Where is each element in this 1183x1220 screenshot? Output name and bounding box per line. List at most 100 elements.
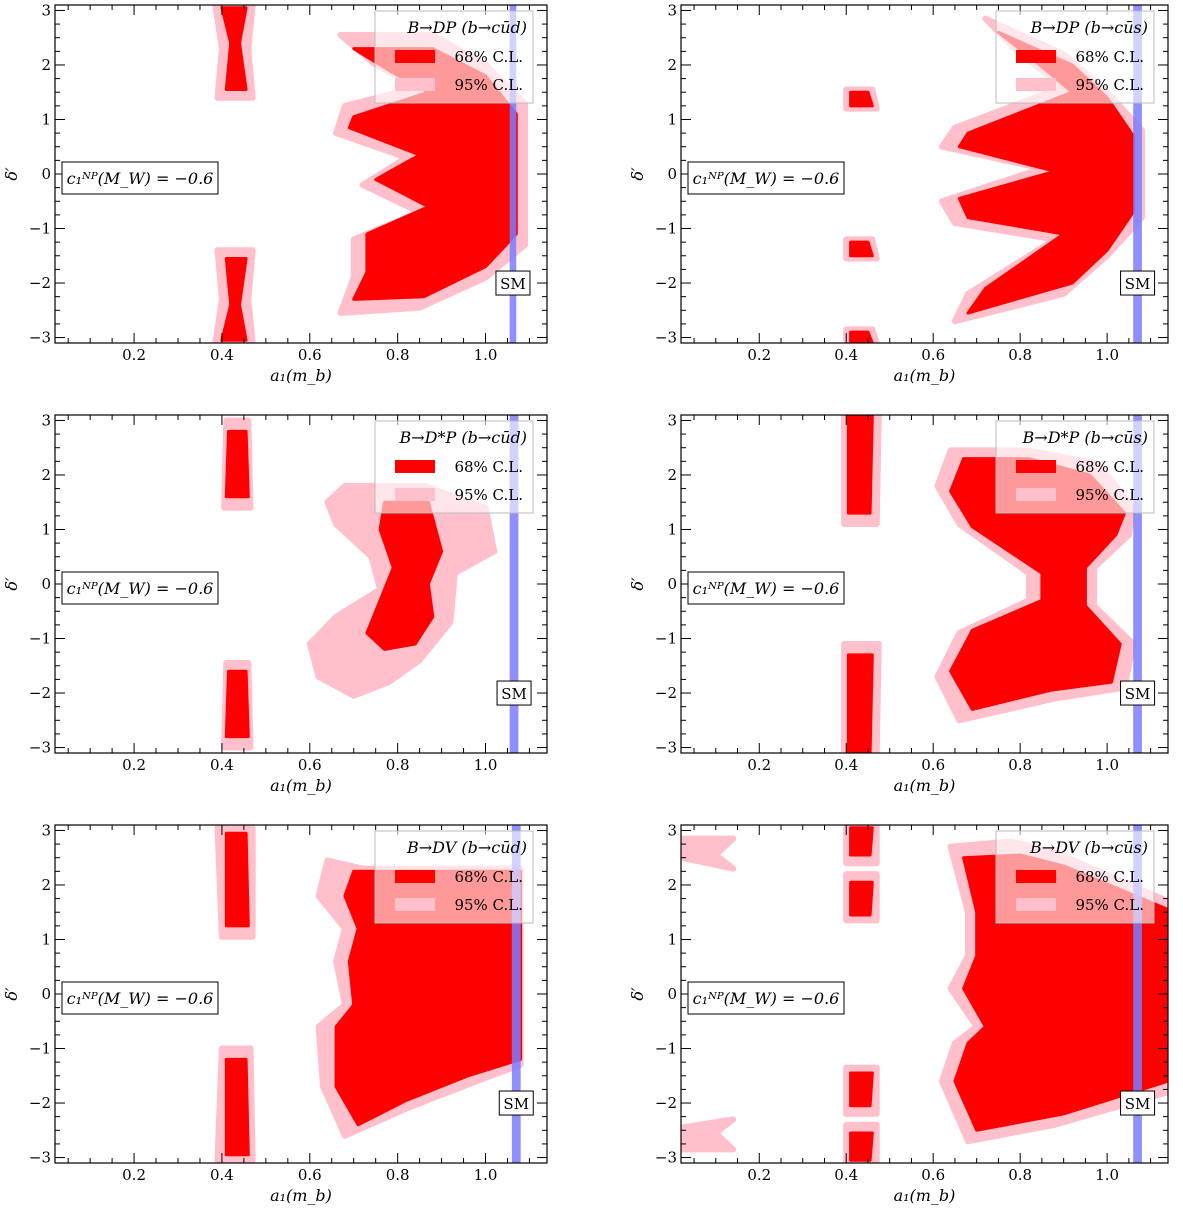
cl-region bbox=[849, 90, 874, 108]
region-68-cl bbox=[846, 415, 1126, 753]
sm-label-text: SM bbox=[1125, 685, 1151, 703]
legend-swatch-95 bbox=[395, 78, 435, 91]
sm-band bbox=[509, 5, 517, 343]
plot-area bbox=[212, 5, 528, 343]
x-tick-label: 0.4 bbox=[834, 346, 858, 364]
y-tick-label: 1 bbox=[41, 110, 51, 128]
y-tick-label: 1 bbox=[667, 110, 677, 128]
sm-label-box bbox=[498, 1090, 534, 1116]
y-tick-label: 2 bbox=[41, 876, 51, 894]
y-tick-label: −2 bbox=[655, 1094, 677, 1112]
y-tick-label: 2 bbox=[41, 56, 51, 74]
legend-label-95: 95% C.L. bbox=[1075, 486, 1144, 504]
cl-region bbox=[846, 415, 874, 515]
legend-label-68: 68% C.L. bbox=[1075, 458, 1144, 476]
cl-region bbox=[224, 1057, 250, 1157]
sm-label-box bbox=[1120, 680, 1156, 706]
y-tick-label: 0 bbox=[41, 165, 51, 183]
x-axis-label: a₁(m_b) bbox=[270, 776, 332, 795]
x-tick-label: 0.2 bbox=[747, 346, 771, 364]
x-tick-label: 0.6 bbox=[921, 346, 945, 364]
x-tick-label: 0.8 bbox=[1008, 346, 1032, 364]
legend-title: B→D*P (b→cūd) bbox=[399, 428, 527, 447]
x-tick-label: 0.4 bbox=[834, 756, 858, 774]
region-68-cl bbox=[224, 429, 444, 739]
legend-label-95: 95% C.L. bbox=[454, 486, 523, 504]
x-axis-label: a₁(m_b) bbox=[894, 366, 956, 385]
legend: B→D*P (b→cūd) 68% C.L. 95% C.L. bbox=[374, 420, 534, 514]
annotation: c₁ᴺᴾ(M_W) = −0.6 bbox=[687, 981, 845, 1015]
sm-band bbox=[1133, 415, 1142, 753]
legend: B→DV (b→cūs) 68% C.L. 95% C.L. bbox=[995, 830, 1155, 924]
y-tick-label: 0 bbox=[667, 985, 677, 1003]
sm-label: SM bbox=[1120, 1090, 1156, 1116]
legend-label-68: 68% C.L. bbox=[1075, 868, 1144, 886]
sm-label-text: SM bbox=[1125, 275, 1151, 293]
annotation-text: c₁ᴺᴾ(M_W) = −0.6 bbox=[67, 169, 214, 188]
annotation: c₁ᴺᴾ(M_W) = −0.6 bbox=[687, 161, 845, 195]
sm-band bbox=[509, 415, 519, 753]
x-tick-label: 1.0 bbox=[474, 346, 498, 364]
legend-swatch-95 bbox=[1016, 488, 1056, 501]
legend-swatch-68 bbox=[395, 460, 435, 473]
sm-label-text: SM bbox=[503, 1095, 529, 1113]
annotation: c₁ᴺᴾ(M_W) = −0.6 bbox=[61, 981, 219, 1015]
y-tick-label: −3 bbox=[29, 1149, 51, 1167]
y-tick-label: 0 bbox=[41, 985, 51, 1003]
annotation-text: c₁ᴺᴾ(M_W) = −0.6 bbox=[693, 169, 840, 188]
sm-label-text: SM bbox=[501, 685, 527, 703]
y-tick-label: 3 bbox=[667, 411, 677, 429]
legend-label-95: 95% C.L. bbox=[1075, 896, 1144, 914]
y-tick-label: −1 bbox=[655, 1040, 677, 1058]
y-tick-label: −3 bbox=[655, 329, 677, 347]
panel-dstarp-cus: 0.2 0.4 0.6 0.8 1.0 −3 −2 −1 0 1 2 3 a₁(m_b) δ′ B→D*P … bbox=[628, 411, 1169, 795]
sm-band bbox=[511, 825, 521, 1163]
y-tick-label: 3 bbox=[41, 821, 51, 839]
x-tick-label: 1.0 bbox=[1095, 346, 1119, 364]
y-tick-label: 2 bbox=[667, 876, 677, 894]
legend-swatch-95 bbox=[1016, 898, 1056, 911]
plot-area bbox=[214, 825, 524, 1163]
legend-swatch-68 bbox=[395, 870, 435, 883]
y-tick-label: −2 bbox=[655, 274, 677, 292]
annotation: c₁ᴺᴾ(M_W) = −0.6 bbox=[61, 161, 219, 195]
annotation-text: c₁ᴺᴾ(M_W) = −0.6 bbox=[693, 579, 840, 598]
x-tick-label: 0.4 bbox=[210, 756, 234, 774]
legend-label-95: 95% C.L. bbox=[454, 896, 523, 914]
annotation-text: c₁ᴺᴾ(M_W) = −0.6 bbox=[67, 579, 214, 598]
x-tick-label: 0.8 bbox=[386, 1166, 410, 1184]
sm-band bbox=[1133, 5, 1142, 343]
y-axis-label: δ′ bbox=[628, 987, 647, 1001]
y-axis-label: δ′ bbox=[628, 167, 647, 181]
y-tick-label: −1 bbox=[29, 1040, 51, 1058]
legend-label-68: 68% C.L. bbox=[454, 458, 523, 476]
y-tick-label: 3 bbox=[667, 1, 677, 19]
legend-title: B→DP (b→cūd) bbox=[407, 18, 527, 37]
y-tick-label: −2 bbox=[29, 1094, 51, 1112]
y-tick-label: −1 bbox=[655, 630, 677, 648]
cl-region bbox=[849, 330, 874, 343]
x-tick-label: 0.4 bbox=[210, 1166, 234, 1184]
x-tick-label: 0.4 bbox=[834, 1166, 858, 1184]
panel-dv-cus: 0.2 0.4 0.6 0.8 1.0 −3 −2 −1 0 1 2 3 a₁(m_b) δ′ B→DV (… bbox=[628, 821, 1169, 1205]
x-tick-label: 1.0 bbox=[474, 756, 498, 774]
x-tick-label: 0.4 bbox=[210, 346, 234, 364]
annotation-box bbox=[687, 981, 845, 1015]
y-tick-label: 1 bbox=[667, 520, 677, 538]
annotation-box bbox=[687, 571, 845, 605]
legend-swatch-68 bbox=[395, 50, 435, 63]
cl-region bbox=[224, 669, 250, 739]
y-tick-label: 1 bbox=[41, 520, 51, 538]
y-tick-label: 3 bbox=[41, 411, 51, 429]
x-tick-label: 0.2 bbox=[122, 1166, 146, 1184]
annotation-box bbox=[61, 571, 219, 605]
cl-region bbox=[224, 429, 250, 499]
y-tick-label: −1 bbox=[655, 220, 677, 238]
x-tick-label: 0.6 bbox=[298, 346, 322, 364]
cl-region bbox=[681, 1116, 737, 1153]
x-tick-label: 0.8 bbox=[1008, 756, 1032, 774]
legend-swatch-95 bbox=[395, 488, 435, 501]
y-tick-label: −3 bbox=[655, 739, 677, 757]
sm-label: SM bbox=[496, 680, 532, 706]
x-tick-label: 0.2 bbox=[122, 756, 146, 774]
